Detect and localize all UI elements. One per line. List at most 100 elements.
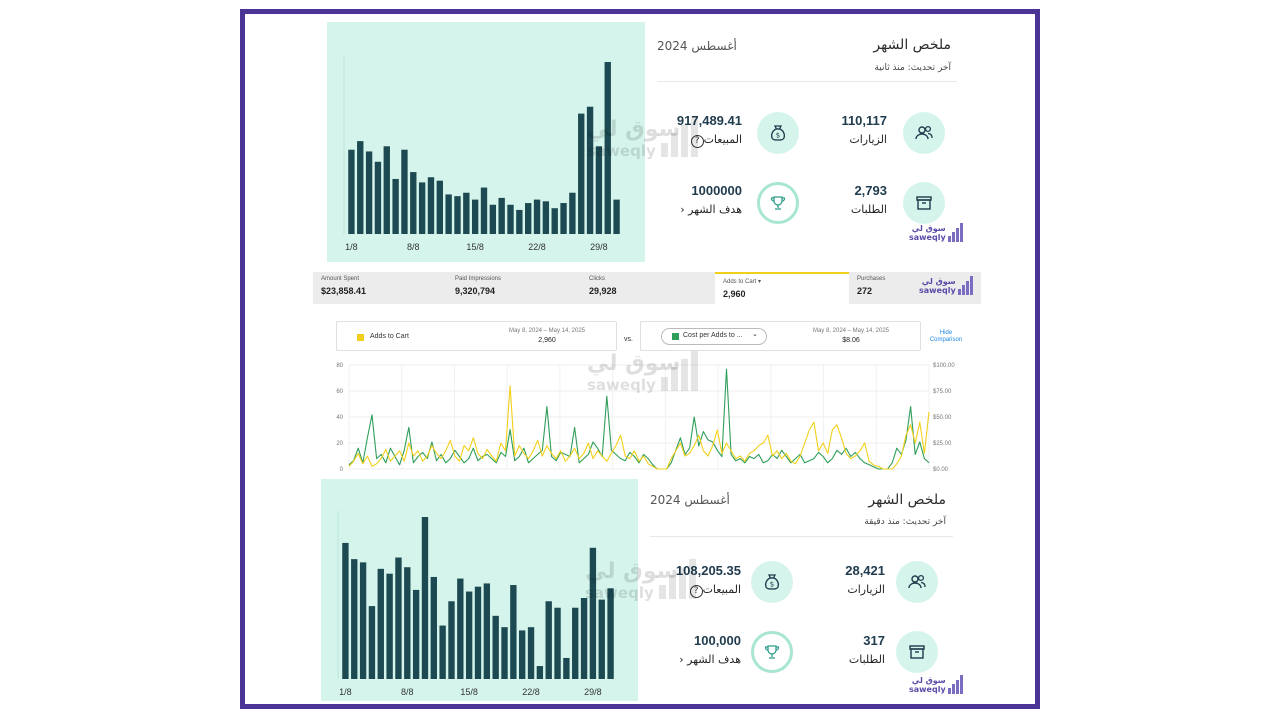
box-icon xyxy=(909,645,925,659)
metric-value: 2,960 xyxy=(723,289,746,299)
bar-18/8 xyxy=(492,615,499,679)
sales-label-text: المبيعات xyxy=(702,583,741,596)
metric-label: Clicks xyxy=(589,276,605,282)
sales-label-text: المبيعات xyxy=(703,133,742,146)
chevron-down-icon: ⌄ xyxy=(752,331,758,338)
bar-4/8 xyxy=(368,606,376,679)
daily-sales-chart: 1/8 8/8 15/8 22/8 29/8 xyxy=(327,22,645,262)
goal-progress-ring xyxy=(751,631,793,673)
compare-right-value: $8.06 xyxy=(842,337,860,344)
bar-27/8 xyxy=(572,607,579,679)
divider xyxy=(650,536,953,537)
svg-text:$: $ xyxy=(776,132,780,140)
bar-22/8 xyxy=(533,199,541,234)
bar-31/8 xyxy=(613,199,620,234)
bar-10/8 xyxy=(421,517,429,679)
bar-chart-svg: 1/8 8/8 15/8 22/8 29/8 xyxy=(337,511,614,697)
daily-sales-chart: 1/8 8/8 15/8 22/8 29/8 xyxy=(321,479,638,701)
metric-select[interactable]: Cost per Adds to ... ⌄ xyxy=(661,328,767,345)
bar-1/8 xyxy=(342,542,349,679)
bar-23/8 xyxy=(542,201,550,234)
bar-29/8 xyxy=(589,547,597,679)
trophy-icon xyxy=(770,196,786,210)
goal-label-text: هدف الشهر xyxy=(687,653,741,666)
compare-right-box[interactable]: Cost per Adds to ... ⌄ May 8, 2024 – May… xyxy=(640,321,921,351)
compare-left-box[interactable]: Adds to Cart May 8, 2024 – May 14, 2025 … xyxy=(336,321,617,351)
bar-5/8 xyxy=(383,146,390,234)
ads-comparison-panel: Amount Spent $23,858.41 Paid Impressions… xyxy=(309,269,981,479)
bar-2/8 xyxy=(351,559,358,679)
compare-left-value: 2,960 xyxy=(538,337,556,344)
visits-label: الزيارات xyxy=(847,583,885,596)
bar-28/8 xyxy=(580,598,588,679)
orders-icon-circle xyxy=(903,182,945,224)
bar-15/8 xyxy=(471,199,479,234)
bar-13/8 xyxy=(448,601,455,679)
x-tick-label: 1/8 xyxy=(345,242,358,252)
monthly-summary-bottom: 1/8 8/8 15/8 22/8 29/8 ملخص الشهر أغسطس 2024… xyxy=(321,477,967,704)
metric-value: 29,928 xyxy=(589,286,617,296)
bar-26/8 xyxy=(569,192,576,234)
help-icon[interactable]: ? xyxy=(689,585,703,598)
x-tick-label: 22/8 xyxy=(528,242,546,252)
y-left-tick: 20 xyxy=(336,441,343,447)
bar-6/8 xyxy=(386,573,393,679)
summary-month: أغسطس 2024 xyxy=(657,39,737,53)
y-right-tick: $25.00 xyxy=(933,441,952,447)
y-left-tick: 0 xyxy=(340,467,344,473)
bar-19/8 xyxy=(507,204,514,234)
bar-17/8 xyxy=(483,583,491,679)
bar-6/8 xyxy=(392,178,399,234)
metric-paid-impressions[interactable]: Paid Impressions 9,320,794 xyxy=(447,272,581,304)
series-swatch-yellow xyxy=(357,334,364,341)
metric-label: Adds to Cart ▾ xyxy=(723,278,841,285)
bar-13/8 xyxy=(454,196,461,234)
box-icon xyxy=(916,196,932,210)
goal-label[interactable]: هدف الشهر ‹ xyxy=(679,653,741,666)
bar-12/8 xyxy=(445,194,452,234)
y-left-tick: 40 xyxy=(336,415,343,421)
bar-9/8 xyxy=(418,182,426,234)
series-line-cost-per-add xyxy=(348,368,930,470)
goal-value: 100,000 xyxy=(694,633,741,648)
x-tick-label: 22/8 xyxy=(522,687,540,697)
orders-value: 2,793 xyxy=(854,183,887,198)
bar-26/8 xyxy=(563,657,570,679)
sales-icon-circle: $ xyxy=(757,112,799,154)
metric-clicks[interactable]: Clicks 29,928 xyxy=(581,272,715,304)
logo-arabic: سوق لي xyxy=(911,676,946,685)
sales-value: 917,489.41 xyxy=(676,113,742,128)
bar-3/8 xyxy=(365,151,373,234)
metric-purchases[interactable]: Purchases 272 xyxy=(849,272,919,304)
caret-down-icon: ▾ xyxy=(758,279,762,285)
monthly-summary-top: 1/8 8/8 15/8 22/8 29/8 ملخص الشهر أغسطس 2024… xyxy=(309,17,967,265)
bar-17/8 xyxy=(489,204,497,234)
metric-adds-to-cart[interactable]: Adds to Cart ▾ 2,960 xyxy=(715,272,849,304)
collage-frame: 1/8 8/8 15/8 22/8 29/8 ملخص الشهر أغسطس 2024… xyxy=(240,9,1040,709)
bar-12/8 xyxy=(439,625,446,679)
bar-10/8 xyxy=(427,177,435,234)
goal-label[interactable]: هدف الشهر ‹ xyxy=(680,203,742,216)
metric-amount-spent[interactable]: Amount Spent $23,858.41 xyxy=(313,272,447,304)
x-tick-label: 8/8 xyxy=(401,687,414,697)
bar-2/8 xyxy=(357,141,364,234)
sales-value: 108,205.35 xyxy=(675,563,741,578)
adds-to-cart-line-chart: 80 $100.00 60 $75.00 40 $50.00 20 $25.00 0 $0.00 xyxy=(336,363,955,473)
hide-comparison-link[interactable]: Hide Comparison xyxy=(929,330,963,343)
y-left-tick: 60 xyxy=(336,389,343,395)
orders-label: الطلبات xyxy=(848,653,885,666)
summary-title: ملخص الشهر xyxy=(873,37,951,53)
bar-7/8 xyxy=(401,149,408,234)
logo-arabic: سوق لي xyxy=(921,277,956,286)
users-icon xyxy=(908,574,926,589)
bar-8/8 xyxy=(410,172,417,234)
saweqly-logo: سوق لي saweqly xyxy=(909,223,963,242)
bar-28/8 xyxy=(586,106,594,234)
compare-left-label: Adds to Cart xyxy=(370,333,409,340)
bar-24/8 xyxy=(545,601,552,679)
bar-31/8 xyxy=(607,588,614,679)
bar-24/8 xyxy=(551,208,558,234)
last-updated: آخر تحديث: منذ دقيقة xyxy=(864,517,946,527)
help-icon[interactable]: ? xyxy=(690,135,704,148)
x-tick-label: 8/8 xyxy=(407,242,420,252)
